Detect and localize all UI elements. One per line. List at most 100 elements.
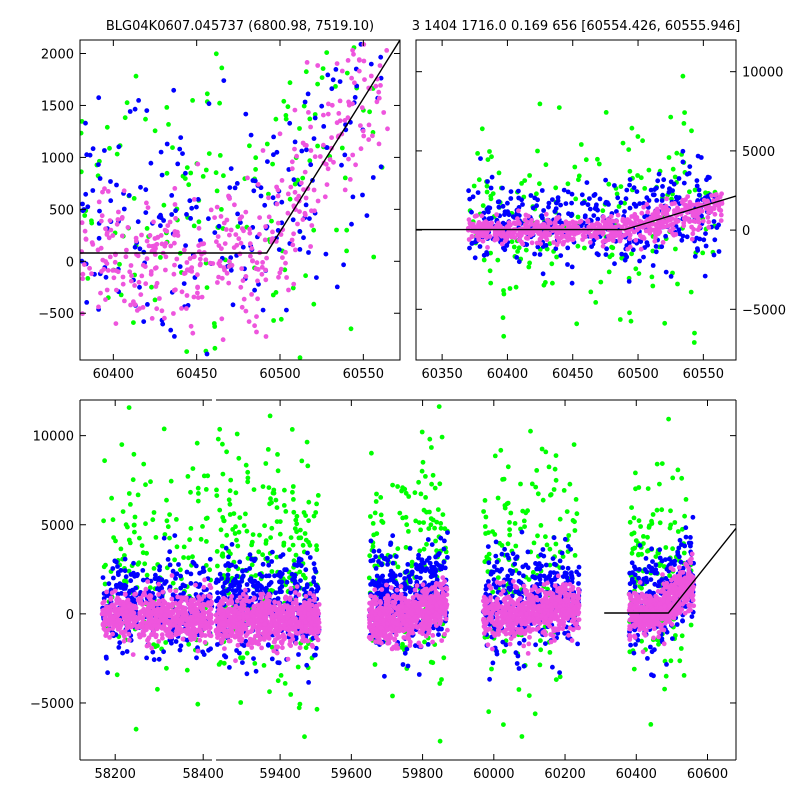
- zoom-right-point: [545, 218, 551, 224]
- zoom-right-point: [543, 243, 549, 248]
- full-point: [315, 586, 321, 591]
- zoom-right-point: [706, 225, 712, 230]
- zoom-right-point: [694, 178, 700, 184]
- zoom-right-point: [627, 205, 633, 211]
- zoom-left-point: [172, 202, 178, 207]
- zoom-right-point: [653, 230, 658, 236]
- full-point: [281, 622, 287, 628]
- zoom-left-point: [263, 277, 269, 283]
- zoom-left-point: [96, 95, 102, 101]
- zoom-right-point: [554, 216, 560, 222]
- zoom-left-point: [177, 264, 183, 269]
- full-point: [296, 561, 302, 567]
- zoom-right-point: [569, 280, 575, 286]
- full-point: [237, 595, 243, 600]
- full-point: [221, 660, 227, 666]
- zoom-right-point: [487, 149, 492, 154]
- zoom-left-series-pink: [80, 42, 390, 343]
- full-point: [279, 640, 285, 646]
- full-point: [250, 532, 256, 537]
- zoom-right-point: [662, 320, 668, 326]
- zoom-left-point: [83, 191, 89, 197]
- full-point: [195, 485, 201, 491]
- zoom-right-point: [594, 251, 600, 256]
- zoom-left-point: [323, 251, 329, 257]
- zoom-right-point: [541, 208, 546, 213]
- full-point: [414, 574, 419, 580]
- zoom-right-point: [711, 219, 717, 224]
- full-point: [219, 640, 225, 645]
- full-point: [220, 584, 226, 590]
- zoom-right-point: [509, 239, 515, 245]
- zoom-right-point: [485, 157, 491, 163]
- zoom-right-point: [595, 216, 601, 222]
- full-point: [306, 499, 312, 505]
- full-point: [173, 639, 179, 644]
- full-point: [122, 586, 128, 591]
- full-point: [274, 650, 280, 656]
- full-point: [126, 491, 132, 496]
- full-point: [200, 524, 205, 529]
- zoom-left-ytick-label: 1000: [41, 151, 74, 166]
- zoom-left-point: [329, 102, 335, 108]
- zoom-right-point: [553, 246, 559, 252]
- zoom-right-point: [638, 175, 644, 181]
- zoom-right-point: [655, 209, 661, 215]
- zoom-right-point: [648, 215, 653, 221]
- full-point: [195, 701, 201, 707]
- full-point: [223, 545, 229, 551]
- zoom-right-point: [500, 185, 505, 191]
- zoom-right-point: [546, 200, 552, 206]
- full-point: [257, 571, 263, 577]
- full-point: [303, 624, 309, 630]
- full-point: [215, 436, 221, 442]
- zoom-right-point: [620, 140, 626, 146]
- zoom-left-point: [164, 170, 170, 176]
- full-point: [298, 629, 304, 634]
- full-point: [110, 517, 116, 523]
- zoom-left-point: [90, 188, 96, 193]
- zoom-left-point: [172, 240, 177, 246]
- full-point: [266, 562, 272, 568]
- full-point: [226, 600, 232, 605]
- zoom-left-point: [376, 95, 382, 101]
- full-point: [103, 633, 109, 638]
- zoom-left-point: [308, 124, 313, 130]
- zoom-right-point: [718, 208, 724, 213]
- zoom-left-point: [262, 237, 268, 243]
- zoom-left-point: [228, 267, 234, 273]
- full-point: [286, 612, 292, 618]
- zoom-left-point: [319, 75, 325, 80]
- zoom-left-point: [113, 321, 119, 326]
- zoom-left-point: [243, 274, 249, 279]
- zoom-left-point: [171, 311, 176, 316]
- zoom-left-point: [215, 234, 221, 240]
- full-point: [427, 509, 432, 515]
- full-point: [127, 588, 133, 594]
- zoom-left-point: [252, 323, 257, 329]
- zoom-right-point: [523, 212, 529, 218]
- full-point: [153, 535, 159, 540]
- zoom-left-point: [222, 241, 228, 247]
- full-point: [175, 594, 181, 600]
- zoom-right-point: [591, 213, 597, 219]
- zoom-right-point: [523, 247, 529, 253]
- zoom-right-point: [478, 156, 483, 162]
- zoom-left-point: [260, 148, 266, 153]
- full-point: [156, 639, 162, 644]
- zoom-right-point: [475, 151, 480, 156]
- full-point: [114, 559, 119, 565]
- zoom-right-point: [666, 189, 672, 195]
- zoom-right-point: [612, 183, 617, 188]
- full-point: [104, 589, 109, 595]
- full-point: [156, 656, 162, 662]
- zoom-right-point: [499, 226, 505, 232]
- zoom-left-point: [85, 204, 91, 210]
- zoom-right-point: [645, 242, 650, 248]
- full-point: [167, 549, 173, 555]
- zoom-left-point: [263, 224, 268, 230]
- full-point: [228, 477, 234, 483]
- full-point: [228, 582, 234, 588]
- zoom-right-point: [629, 125, 635, 131]
- zoom-right-point: [477, 244, 483, 249]
